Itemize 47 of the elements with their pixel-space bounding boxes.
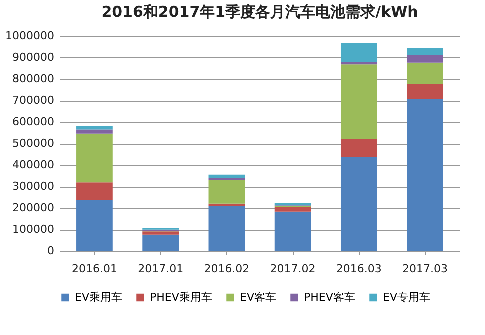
bar	[208, 204, 246, 206]
y-tick-label: 900000	[12, 51, 54, 64]
y-tick-label: 700000	[12, 94, 54, 107]
legend-label: PHEV客车	[304, 290, 356, 304]
bar	[142, 234, 180, 251]
x-tick-label: 2016.02	[204, 262, 250, 276]
bar	[407, 48, 444, 56]
y-tick-label: 0	[48, 244, 54, 258]
y-tick-label: 800000	[12, 72, 54, 86]
legend-label: EV乘用车	[75, 290, 122, 304]
bar	[340, 157, 378, 251]
bar	[76, 130, 113, 134]
y-tick-label: 500000	[12, 137, 54, 150]
bar	[340, 62, 378, 65]
bar	[407, 84, 444, 99]
bar	[142, 232, 180, 235]
chart-title: 2016和2017年1季度各月汽车电池需求/kWh	[102, 3, 418, 21]
bar	[340, 139, 378, 158]
bar	[274, 207, 312, 212]
bar	[76, 134, 113, 183]
bar	[407, 55, 444, 63]
legend-label: PHEV乘用车	[150, 290, 212, 304]
y-tick-label: 100000	[12, 223, 54, 236]
bar	[407, 62, 444, 84]
bar	[340, 64, 378, 140]
legend-label: EV专用车	[383, 290, 430, 304]
y-tick-label: 1000000	[6, 30, 54, 42]
x-tick-label: 2016.03	[336, 262, 382, 276]
x-tick-label: 2017.02	[270, 262, 316, 276]
y-tick-label: 400000	[12, 158, 54, 172]
x-tick-label: 2017.01	[138, 262, 184, 276]
bar	[340, 43, 378, 62]
y-tick-label: 200000	[12, 202, 54, 214]
y-tick-label: 300000	[12, 180, 54, 193]
bar	[274, 203, 312, 206]
bar	[76, 126, 113, 130]
bar	[208, 206, 246, 251]
y-tick-label: 600000	[12, 116, 54, 128]
bar	[208, 180, 246, 204]
x-tick-label: 2017.03	[402, 262, 448, 276]
bar	[76, 182, 113, 200]
bar	[76, 200, 113, 251]
legend-label: EV客车	[240, 290, 276, 304]
bar	[407, 98, 444, 251]
bar	[208, 174, 246, 179]
x-tick-label: 2016.01	[72, 262, 118, 276]
bar	[274, 212, 312, 251]
